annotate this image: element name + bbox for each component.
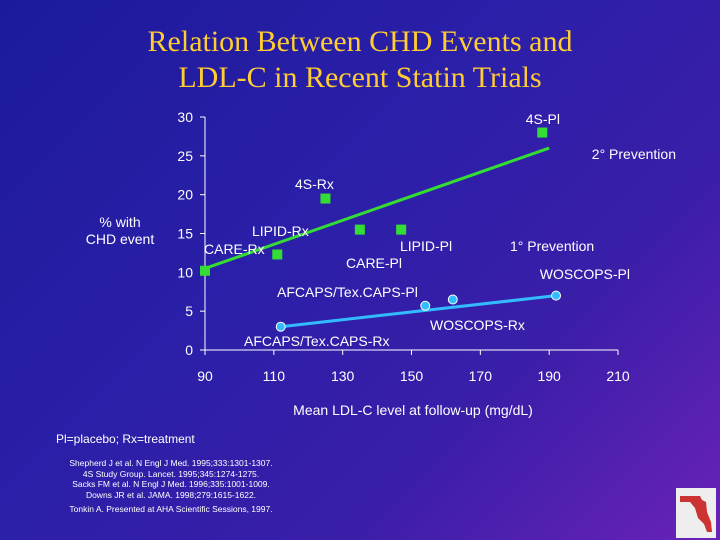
data-point-woscops-pl: [551, 290, 562, 301]
reference-item: Tonkin A. Presented at AHA Scientific Se…: [69, 504, 273, 514]
data-point-care-rx: [200, 265, 210, 276]
florida-logo-icon: [676, 488, 716, 538]
annotation-pt-4s-rx: 4S-Rx: [295, 176, 334, 192]
y-tick-label: 25: [177, 148, 193, 164]
x-tick-label: 170: [469, 368, 493, 384]
x-tick-label: 210: [606, 368, 630, 384]
data-point-lipid-rx: [354, 224, 365, 235]
annotation-pt-4s-pl: 4S-Pl: [526, 111, 560, 127]
y-tick-label: 0: [185, 342, 193, 358]
reference-item: Shepherd J et al. N Engl J Med. 1995;333…: [69, 458, 273, 468]
annotation-pt-woscops-pl: WOSCOPS-Pl: [540, 266, 630, 282]
x-tick-label: 130: [331, 368, 355, 384]
secondary-prevention-trendline: [204, 146, 550, 270]
data-point-afcaps-tex-caps-pl: [420, 300, 431, 311]
page-title-line2: LDL-C in Recent Statin Trials: [178, 61, 542, 94]
reference-item: 4S Study Group. Lancet. 1995;345:1274-12…: [82, 468, 260, 479]
annotation-pt-woscops-rx: WOSCOPS-Rx: [430, 317, 525, 333]
reference-item: Downs JR et al. JAMA. 1998;279:1615-1622…: [85, 489, 257, 500]
data-point-4s-rx: [320, 193, 331, 204]
annotation-pt-afcaps-rx: AFCAPS/Tex.CAPS-Rx: [244, 333, 389, 349]
data-point-care-pl: [272, 249, 283, 260]
annotation-pt-care-pl: CARE-Pl: [346, 255, 402, 271]
annotation-primary-prevention: 1° Prevention: [510, 238, 594, 254]
annotation-secondary-prevention: 2° Prevention: [592, 146, 676, 162]
primary-prevention-trendline: [280, 294, 557, 329]
x-tick-label: 190: [537, 368, 561, 384]
data-point-afcaps-tex-caps-rx: [275, 321, 286, 332]
x-axis-label: Mean LDL-C level at follow-up (mg/dL): [293, 402, 533, 418]
y-axis-label-line2: CHD event: [85, 231, 155, 247]
annotation-pt-afcaps-pl: AFCAPS/Tex.CAPS-Pl: [277, 284, 418, 300]
y-tick-label: 15: [177, 226, 193, 242]
annotation-pt-lipid-pl: LIPID-Pl: [400, 238, 452, 254]
x-tick-label: 90: [197, 368, 213, 384]
annotation-pt-lipid-rx: LIPID-Rx: [252, 223, 309, 239]
data-point-woscops-rx: [447, 294, 458, 305]
references: Shepherd J et al. N Engl J Med. 1995;333…: [46, 458, 296, 515]
y-axis-label-line1: % with: [99, 214, 141, 230]
reference-item: Sacks FM et al. N Engl J Med. 1996;335:1…: [72, 479, 270, 489]
y-tick-label: 10: [177, 264, 193, 280]
data-point-lipid-pl: [396, 224, 407, 235]
abbrev-note: Pl=placebo; Rx=treatment: [56, 432, 195, 446]
annotation-pt-care-rx: CARE-Rx: [204, 241, 265, 257]
page-title-line1: Relation Between CHD Events and: [147, 25, 573, 58]
y-tick-label: 20: [177, 187, 193, 203]
y-tick-label: 30: [177, 109, 193, 125]
y-axis-label: % with CHD event: [70, 214, 170, 248]
x-tick-label: 110: [263, 368, 286, 384]
x-tick-label: 150: [400, 368, 424, 384]
data-point-4s-pl: [537, 127, 548, 138]
y-tick-label: 5: [185, 303, 193, 319]
